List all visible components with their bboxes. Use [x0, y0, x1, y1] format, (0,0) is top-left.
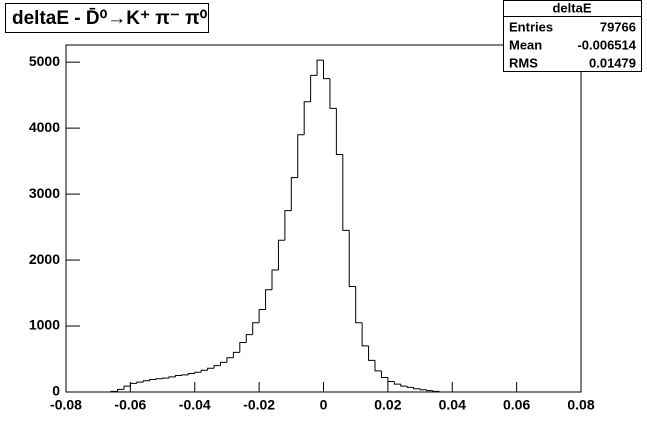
chart-title: deltaE - D̄⁰→K⁺ π⁻ π⁰: [12, 8, 208, 29]
stats-title: deltaE: [552, 0, 591, 15]
histogram-bin: [342, 154, 350, 231]
x-tick-label: 0.04: [439, 397, 466, 413]
histogram-bin: [168, 376, 176, 379]
histogram-bin: [387, 377, 395, 382]
histogram-bin: [200, 369, 208, 373]
histogram-bin: [368, 345, 375, 361]
histogram-bin: [290, 177, 298, 211]
histogram-bin: [393, 381, 401, 385]
histogram-bin: [194, 371, 202, 374]
histogram-bin: [426, 389, 433, 392]
histogram-bin: [316, 59, 324, 76]
histogram-bin: [174, 375, 182, 377]
histogram-bin: [297, 134, 305, 178]
stats-label: Mean: [509, 37, 542, 52]
stats-frame: [503, 0, 642, 72]
histogram-bin: [277, 239, 285, 270]
x-tick-label: -0.06: [114, 397, 146, 413]
histogram-bin: [232, 351, 240, 358]
histogram-bin: [245, 334, 253, 343]
histogram-bin: [271, 269, 279, 290]
stats-label: Entries: [509, 19, 553, 34]
histogram-bin: [323, 60, 330, 80]
title-box: [5, 3, 209, 33]
x-tick-label: 0.02: [374, 397, 401, 413]
histogram-bin: [419, 388, 427, 391]
y-tick-label: 3000: [29, 185, 60, 201]
x-tick-label: -0.08: [50, 397, 82, 413]
histogram-bin: [155, 378, 163, 380]
histogram-bin: [265, 289, 272, 310]
histogram-bin: [361, 322, 369, 347]
histogram-bin: [252, 322, 260, 335]
histogram-bin: [129, 382, 137, 387]
histogram-bin: [220, 361, 227, 366]
x-tick-label: 0.08: [567, 397, 594, 413]
histogram-bin: [335, 108, 343, 156]
histogram-bin: [406, 386, 414, 388]
histogram-bin: [329, 78, 337, 109]
histogram-bin: [207, 367, 215, 371]
stats-box: deltaE: [503, 0, 642, 72]
histogram-bin: [413, 387, 421, 390]
histogram-bin: [110, 390, 118, 392]
y-tick-label: 0: [52, 383, 60, 399]
histogram-bin: [149, 378, 157, 381]
x-tick-label: 0: [320, 397, 328, 413]
histogram-bin: [226, 357, 234, 363]
histogram-bin: [239, 342, 247, 353]
x-tick-label: -0.02: [243, 397, 275, 413]
histogram-bin: [310, 74, 318, 102]
histogram-bin: [432, 390, 440, 392]
histogram-bin: [181, 374, 189, 376]
y-tick-label: 4000: [29, 119, 60, 135]
histogram-bin: [303, 101, 311, 135]
y-tick-label: 1000: [29, 317, 60, 333]
histogram-bin: [136, 381, 144, 384]
stats-label: RMS: [509, 55, 538, 70]
histogram-bin: [380, 370, 388, 378]
histogram-bin: [187, 373, 195, 375]
x-tick-label: 0.06: [503, 397, 530, 413]
histogram-bin: [258, 309, 266, 323]
histogram-bin: [162, 377, 169, 379]
histogram-bin: [284, 210, 292, 241]
y-tick-label: 2000: [29, 251, 60, 267]
histogram-bin: [438, 391, 446, 393]
stats-value: -0.006514: [577, 37, 636, 52]
histogram-bin: [348, 230, 356, 287]
stats-value: 0.01479: [589, 55, 636, 70]
histogram-bin: [355, 286, 363, 324]
histogram-bin: [117, 388, 124, 392]
histogram-bin: [123, 385, 131, 390]
histogram-bin: [400, 384, 408, 387]
x-tick-label: -0.04: [179, 397, 211, 413]
histogram-bin: [374, 360, 382, 372]
y-tick-label: 5000: [29, 53, 60, 69]
stats-value: 79766: [600, 19, 636, 34]
histogram-bin: [213, 365, 221, 369]
histogram-bin: [142, 380, 150, 383]
